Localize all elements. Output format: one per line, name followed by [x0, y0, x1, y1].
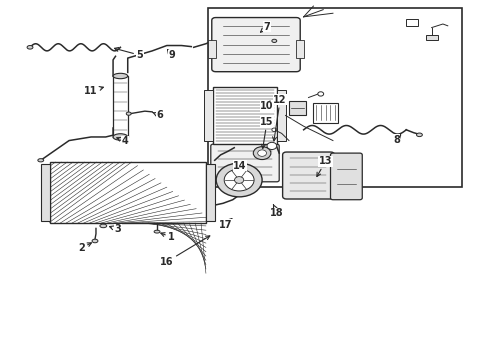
Bar [314, 103, 338, 123]
Text: 1: 1 [161, 232, 175, 242]
Ellipse shape [27, 45, 33, 49]
Bar [277, 90, 286, 140]
Ellipse shape [92, 239, 98, 243]
Circle shape [267, 142, 277, 149]
Text: 12: 12 [272, 95, 287, 141]
Circle shape [216, 163, 262, 197]
Bar [213, 87, 277, 144]
Text: 14: 14 [233, 161, 247, 171]
Text: 7: 7 [261, 22, 270, 32]
Bar [206, 164, 215, 221]
Bar [204, 90, 213, 140]
Text: 3: 3 [110, 225, 122, 234]
Ellipse shape [154, 230, 160, 233]
Bar [41, 164, 49, 221]
Ellipse shape [318, 92, 324, 96]
Ellipse shape [272, 128, 277, 132]
Bar [208, 8, 463, 187]
Bar [113, 76, 128, 137]
Bar [49, 162, 206, 223]
Bar [296, 40, 304, 58]
FancyBboxPatch shape [283, 152, 334, 199]
Text: 10: 10 [260, 101, 274, 112]
Text: 9: 9 [168, 50, 175, 60]
Ellipse shape [126, 112, 131, 115]
Bar [289, 101, 306, 116]
Ellipse shape [272, 39, 277, 42]
Ellipse shape [113, 134, 128, 140]
Text: 16: 16 [160, 236, 210, 267]
Ellipse shape [38, 159, 44, 162]
Ellipse shape [113, 73, 128, 79]
Circle shape [235, 177, 244, 183]
Bar [426, 35, 438, 40]
Ellipse shape [416, 133, 422, 136]
Text: 15: 15 [260, 117, 274, 148]
Text: 8: 8 [393, 135, 401, 145]
Text: 4: 4 [117, 136, 129, 146]
Text: 5: 5 [115, 48, 143, 60]
Circle shape [253, 147, 271, 159]
Circle shape [224, 169, 254, 191]
FancyBboxPatch shape [331, 153, 362, 200]
Text: 18: 18 [270, 205, 284, 218]
Ellipse shape [100, 224, 107, 228]
Bar [208, 40, 216, 58]
Text: 2: 2 [78, 243, 92, 253]
FancyBboxPatch shape [212, 18, 300, 72]
Text: 17: 17 [219, 219, 232, 230]
Text: 13: 13 [317, 156, 332, 176]
Text: 6: 6 [153, 111, 163, 121]
Bar [406, 19, 418, 26]
FancyBboxPatch shape [211, 144, 279, 182]
Text: 11: 11 [84, 86, 103, 96]
Circle shape [258, 150, 267, 156]
